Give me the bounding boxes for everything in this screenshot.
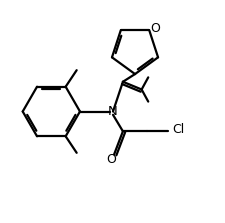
Text: O: O: [105, 153, 115, 166]
Text: N: N: [108, 105, 117, 118]
Text: O: O: [149, 22, 159, 35]
Text: Cl: Cl: [172, 123, 184, 136]
